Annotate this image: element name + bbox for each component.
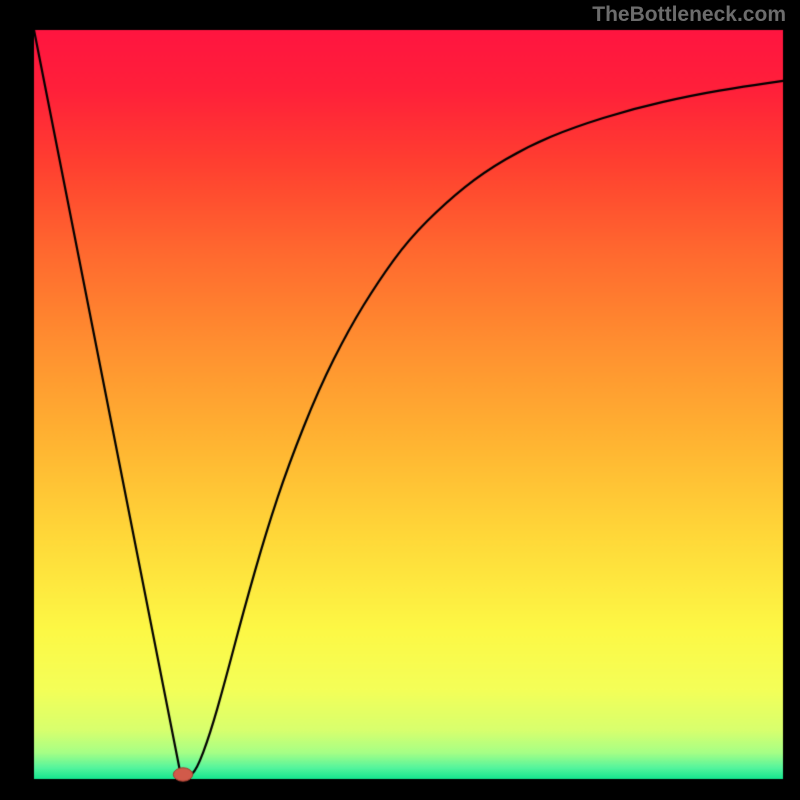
gradient-curve-chart — [0, 0, 800, 800]
chart-stage: TheBottleneck.com — [0, 0, 800, 800]
watermark-text: TheBottleneck.com — [592, 3, 786, 27]
